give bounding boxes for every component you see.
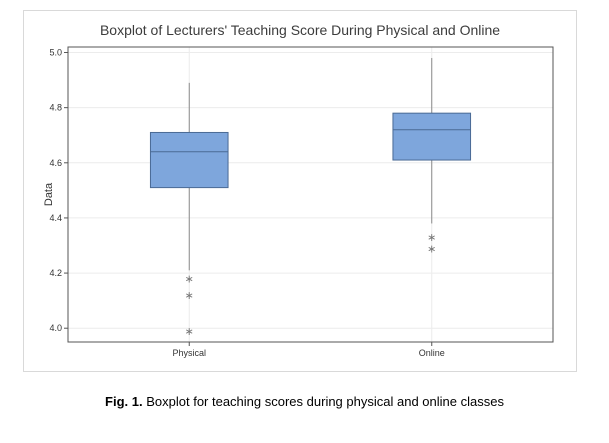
x-tick-label: Online — [419, 348, 445, 358]
y-tick-label: 4.6 — [49, 158, 62, 168]
outlier-point: ∗ — [185, 325, 194, 338]
chart-title: Boxplot of Lecturers' Teaching Score Dur… — [100, 22, 500, 38]
outlier-point: ∗ — [427, 242, 436, 255]
y-axis-label: Data — [43, 182, 55, 206]
box-iqr — [392, 112, 472, 161]
grid-layer — [68, 47, 553, 342]
outlier-point: ∗ — [185, 289, 194, 302]
y-tick-label: 4.8 — [49, 103, 62, 113]
plot-layer: ∗∗∗∗∗ — [149, 58, 472, 338]
plot-frame — [67, 46, 554, 343]
caption-label: Fig. 1. — [105, 394, 143, 409]
y-tick-label: 4.0 — [49, 323, 62, 333]
figure-caption: Fig. 1. Boxplot for teaching scores duri… — [0, 394, 609, 409]
outlier-point: ∗ — [185, 273, 194, 286]
y-tick-label: 5.0 — [49, 48, 62, 58]
boxplot-chart: Boxplot of Lecturers' Teaching Score Dur… — [43, 22, 554, 358]
x-tick-label: Physical — [172, 348, 206, 358]
y-tick-label: 4.4 — [49, 213, 62, 223]
plot-area — [68, 47, 553, 342]
y-tick-label: 4.2 — [49, 268, 62, 278]
box-iqr — [149, 131, 229, 189]
outlier-point: ∗ — [427, 231, 436, 244]
axis-layer: 4.0 4.2 4.4 4.6 4.8 5.0 Physical Online — [49, 46, 554, 358]
caption-text: Boxplot for teaching scores during physi… — [146, 394, 504, 409]
